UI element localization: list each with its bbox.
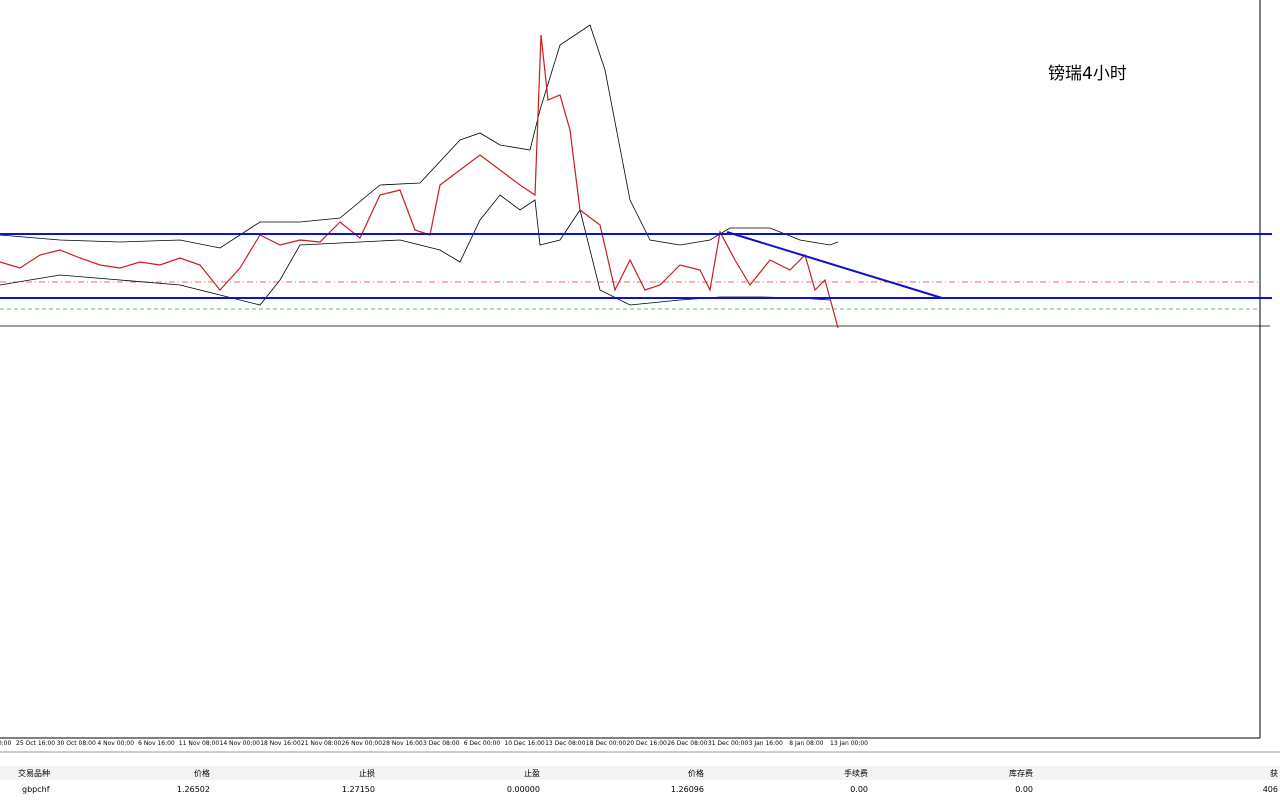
table-cell[interactable]: 1.26096	[671, 785, 704, 794]
column-header: 交易品种	[18, 768, 50, 778]
x-tick-label: 3 Jan 16:00	[749, 740, 783, 747]
table-cell[interactable]: 1.26502	[177, 785, 210, 794]
x-tick-label: 26 Dec 08:00	[667, 740, 708, 747]
x-tick-label: 13 Dec 08:00	[545, 740, 586, 747]
table-cell[interactable]: 0.00	[1015, 785, 1033, 794]
x-tick-label: 6 Dec 00:00	[464, 740, 501, 747]
x-tick-label: 3 Dec 08:00	[423, 740, 460, 747]
x-tick-label: 00:00	[0, 740, 11, 747]
x-tick-label: 30 Oct 08:00	[57, 740, 96, 747]
x-tick-label: 8 Jan 08:00	[789, 740, 823, 747]
bollinger-lower	[0, 194, 831, 306]
x-tick-label: 28 Nov 16:00	[382, 740, 423, 747]
x-tick-label: 13 Jan 00:00	[830, 740, 868, 747]
x-tick-label: 18 Dec 00:00	[586, 740, 627, 747]
table-header: 交易品种 价格 止损 止盈 价格 手续费 库存费 获	[18, 768, 1278, 778]
table-cell[interactable]: 1.27150	[342, 785, 375, 794]
table-header-bg	[0, 766, 1280, 780]
table-cell[interactable]: 0.00	[850, 785, 868, 794]
x-tick-label: 20 Dec 16:00	[627, 740, 668, 747]
x-tick-label: 14 Nov 00:00	[220, 740, 261, 747]
table-cell[interactable]: 0.00000	[507, 785, 540, 794]
x-tick-label: 25 Oct 16:00	[16, 740, 55, 747]
column-header: 手续费	[844, 768, 868, 778]
x-tick-label: 10 Dec 16:00	[504, 740, 545, 747]
x-tick-label: 6 Nov 16:00	[138, 740, 175, 747]
table-cell[interactable]: gbpchf	[22, 785, 50, 794]
x-tick-label: 31 Dec 00:00	[708, 740, 749, 747]
x-tick-label: 4 Nov 00:00	[97, 740, 134, 747]
table-row[interactable]: gbpchf 1.26502 1.27150 0.00000 1.26096 0.00 0.…	[22, 785, 1278, 794]
column-header: 获	[1270, 768, 1278, 778]
x-tick-label: 26 Nov 00:00	[342, 740, 383, 747]
bollinger-upper	[0, 24, 839, 249]
column-header: 价格	[688, 768, 704, 778]
column-header: 价格	[194, 768, 210, 778]
chart-title: 镑瑞4小时	[1048, 64, 1127, 84]
column-header: 库存费	[1009, 768, 1033, 778]
table-cell[interactable]: 406	[1263, 785, 1278, 794]
column-header: 止损	[359, 768, 375, 778]
column-header: 止盈	[524, 768, 540, 778]
x-tick-label: 21 Nov 08:00	[301, 740, 342, 747]
trend-line	[726, 231, 943, 299]
price-path	[0, 34, 839, 329]
x-tick-label: 11 Nov 08:00	[179, 740, 220, 747]
x-tick-label: 18 Nov 16:00	[260, 740, 301, 747]
